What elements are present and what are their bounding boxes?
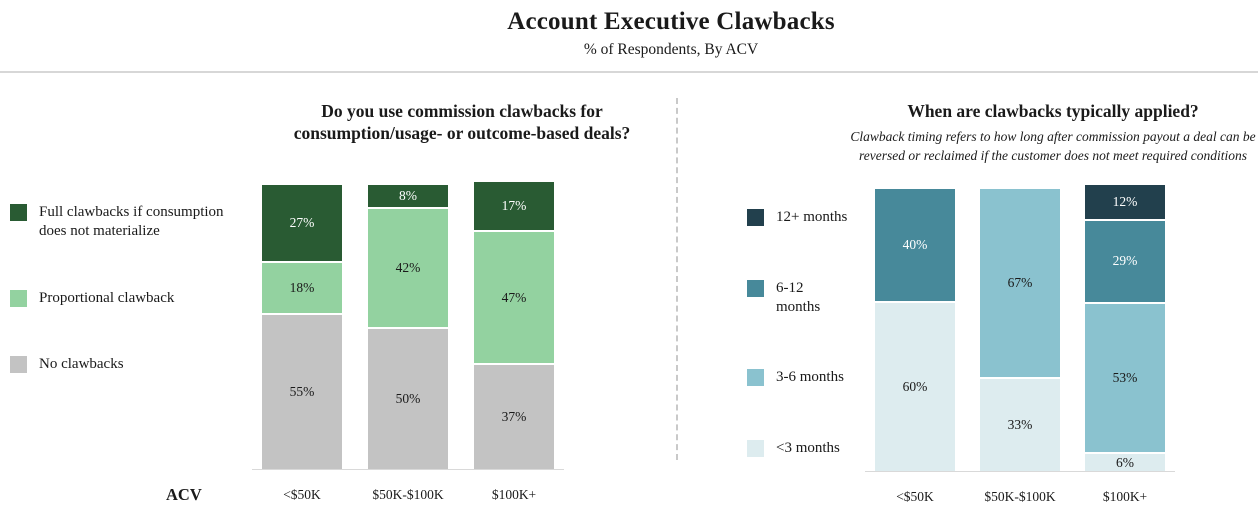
legend-swatch [747,209,764,226]
segment-value-label: 42% [395,260,421,276]
bars-wrap: 27% 18% 55% 8% 42% 50% 17% 47% 37% [252,182,564,470]
chart-area: Do you use commission clawbacks for cons… [166,75,676,519]
bar-segment: 12% [1085,185,1165,219]
charts-container: Full clawbacks if consumption does not m… [0,75,1258,519]
legend-swatch [10,204,27,221]
legend-swatch [10,356,27,374]
bar-segment: 53% [1085,303,1165,453]
legend-swatch [10,289,27,307]
legend-swatch [747,369,764,387]
segment-value-label: 50% [395,391,421,406]
segment-value-label: 6% [1116,454,1134,470]
legend-item: Proportional clawback [10,289,248,308]
bar-segment: 27% [262,185,342,261]
right-chart-panel: 12+ months 6-12 months 3-6 months <3 months… [676,75,1258,519]
bars-row: 27% 18% 55% 8% 42% 50% 17% 47% 37% [262,182,554,469]
bar-segment: 17% [474,182,554,230]
segment-value-label: 12% [1112,193,1138,209]
segment-value-label: 17% [501,198,527,214]
bar-segment: 6% [1085,454,1165,471]
bar-segment: 33% [980,378,1060,471]
legend-label: Proportional clawback [39,289,175,306]
x-tick-label: <$50K [283,487,321,502]
panel-divider [676,98,678,460]
chart-area: When are clawbacks typically applied? Cl… [848,75,1258,519]
x-tick-label: <$50K [896,489,934,504]
x-tick-label: $100K+ [491,487,537,502]
legend-label: <3 months [776,440,840,456]
legend-item: 12+ months [747,208,848,227]
bar-segment: 29% [1085,220,1165,302]
legend-item: Full clawbacks if consumption does not m… [10,203,248,241]
bar-segment: 47% [474,231,554,364]
stacked-bar: 67% 33% [980,189,1060,471]
segment-value-label: 8% [399,188,417,204]
bar-segment: 37% [474,365,554,469]
bars-row: 40% 60% 67% 33% 12% 29% 53% 6% [875,185,1165,471]
chart-title: When are clawbacks typically applied? [907,101,1199,121]
bar-segment: 8% [368,185,448,208]
legend-label: 6-12 months [776,279,821,315]
legend-item: No clawbacks [10,355,248,374]
bars-area: 27% 18% 55% 8% 42% 50% 17% 47% 37% ACV <$50K $50K… [166,182,564,504]
stacked-bar: 40% 60% [875,189,955,471]
page-title: Account Executive Clawbacks [507,8,835,35]
bar-segment: 18% [262,262,342,313]
segment-value-label: 47% [501,289,527,305]
bars-wrap: 40% 60% 67% 33% 12% 29% 53% 6% [865,185,1175,472]
left-chart-panel: Full clawbacks if consumption does not m… [0,75,676,519]
x-tick-label: $100K+ [1102,489,1148,504]
legend-item: 6-12 months [747,279,848,317]
legend-label: No clawbacks [39,356,124,373]
stacked-bar: 17% 47% 37% [474,182,554,469]
page-header: Account Executive Clawbacks % of Respond… [42,8,1258,59]
bar-segment: 67% [980,189,1060,377]
chart-subtitle: Clawback timing refers to how long after… [850,129,1256,163]
legend: 12+ months 6-12 months 3-6 months <3 months [676,75,848,519]
segment-value-label: 29% [1112,253,1138,269]
ticks-row: <$50K $50K-$100K $100K+ [865,489,1175,505]
bar-segment: 40% [875,189,955,301]
stacked-bar: 27% 18% 55% [262,185,342,469]
segment-value-label: 37% [501,409,527,425]
x-tick-label: $50K-$100K [372,487,444,502]
segment-value-label: 40% [902,237,928,252]
ticks-row: ACV <$50K $50K-$100K $100K+ [166,485,564,504]
segment-value-label: 33% [1007,416,1033,432]
x-axis-label: ACV [166,485,202,504]
segment-value-label: 67% [1007,274,1033,290]
page-subtitle: % of Respondents, By ACV [583,41,759,58]
bar-segment: 50% [368,329,448,469]
x-tick-label: $50K-$100K [984,489,1056,504]
legend-label: 3-6 months [776,369,844,386]
segment-value-label: 18% [289,279,315,295]
segment-value-label: 53% [1112,370,1138,385]
bars-area: 40% 60% 67% 33% 12% 29% 53% 6% <$50K $50K-$100K $… [865,185,1175,505]
legend: Full clawbacks if consumption does not m… [0,75,248,519]
legend-swatch [747,440,764,457]
bar-segment: 42% [368,209,448,327]
segment-value-label: 60% [902,379,928,394]
legend-label: 12+ months [776,209,848,225]
bar-segment: 55% [262,315,342,469]
stacked-bar: 8% 42% 50% [368,185,448,469]
legend-label: Full clawbacks if consumption does not m… [39,204,224,239]
header-divider [0,71,1258,73]
legend-swatch [747,279,764,297]
chart-title: Do you use commission clawbacks for cons… [293,101,631,144]
legend-item: <3 months [747,439,848,458]
segment-value-label: 27% [289,214,315,230]
stacked-bar: 12% 29% 53% 6% [1085,185,1165,471]
bar-segment: 60% [875,303,955,471]
segment-value-label: 55% [289,384,315,399]
legend-item: 3-6 months [747,368,848,387]
